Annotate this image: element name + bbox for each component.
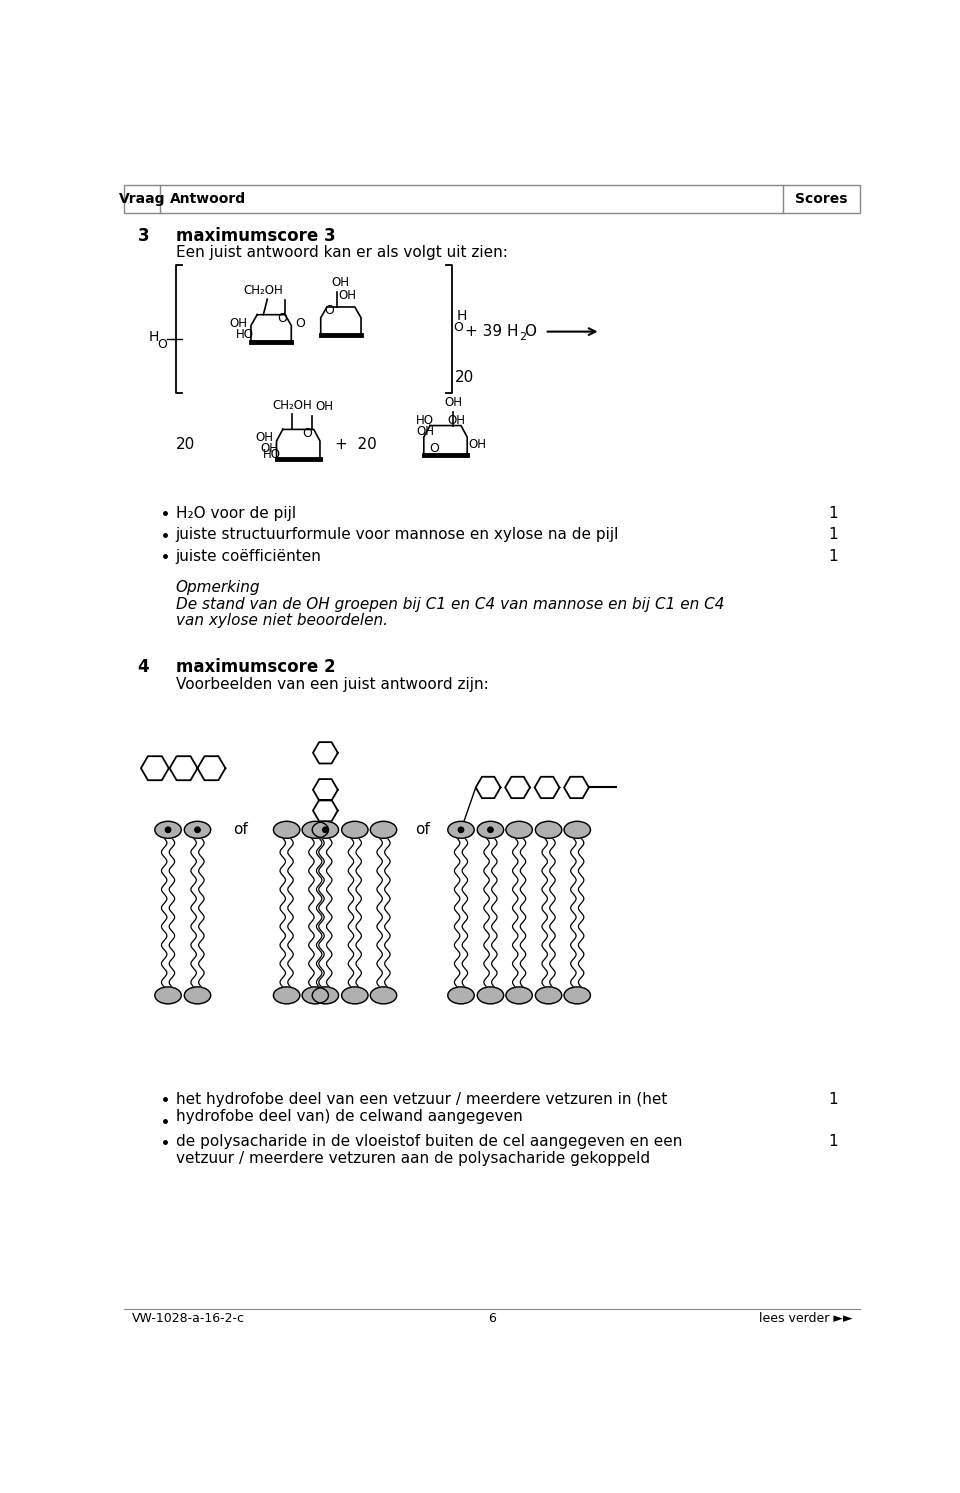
Text: O: O — [524, 324, 537, 339]
Text: OH: OH — [260, 442, 278, 455]
Polygon shape — [313, 779, 338, 800]
Text: OH: OH — [444, 396, 463, 409]
Polygon shape — [505, 776, 530, 799]
Text: + 39 H: + 39 H — [465, 324, 518, 339]
Ellipse shape — [447, 987, 474, 1003]
Text: O: O — [430, 442, 440, 455]
Text: 1: 1 — [828, 1091, 838, 1106]
Text: O: O — [324, 305, 334, 318]
Text: de polysacharide in de vloeistof buiten de cel aangegeven en een: de polysacharide in de vloeistof buiten … — [176, 1135, 683, 1150]
Text: +  20: + 20 — [335, 437, 377, 452]
Text: OH: OH — [315, 400, 333, 414]
Ellipse shape — [564, 987, 590, 1003]
Text: 20: 20 — [455, 370, 474, 385]
Polygon shape — [141, 757, 169, 781]
Text: 4: 4 — [137, 658, 149, 676]
Text: HO: HO — [263, 448, 281, 460]
Text: O: O — [453, 321, 463, 334]
Polygon shape — [476, 776, 500, 799]
Text: O: O — [296, 317, 305, 330]
Circle shape — [165, 827, 171, 833]
Text: 1: 1 — [828, 506, 838, 521]
Text: H₂O voor de pijl: H₂O voor de pijl — [176, 506, 296, 521]
Text: OH: OH — [447, 415, 465, 427]
Text: OH: OH — [255, 430, 274, 443]
Polygon shape — [313, 742, 338, 763]
Text: OH: OH — [332, 276, 349, 290]
Text: Vraag: Vraag — [118, 193, 165, 206]
Text: CH₂OH: CH₂OH — [244, 284, 283, 297]
Text: maximumscore 2: maximumscore 2 — [176, 658, 335, 676]
Text: De stand van de OH groepen bij C1 en C4 van mannose en bij C1 en C4: De stand van de OH groepen bij C1 en C4 … — [176, 597, 724, 612]
Text: het hydrofobe deel van een vetzuur / meerdere vetzuren in (het: het hydrofobe deel van een vetzuur / mee… — [176, 1091, 667, 1106]
Polygon shape — [564, 776, 588, 799]
Text: maximumscore 3: maximumscore 3 — [176, 227, 335, 245]
Text: juiste coëfficiënten: juiste coëfficiënten — [176, 549, 322, 564]
Text: van xylose niet beoordelen.: van xylose niet beoordelen. — [176, 614, 388, 629]
Text: vetzuur / meerdere vetzuren aan de polysacharide gekoppeld: vetzuur / meerdere vetzuren aan de polys… — [176, 1151, 650, 1166]
Ellipse shape — [506, 821, 532, 838]
Text: O: O — [302, 427, 313, 440]
Polygon shape — [313, 800, 338, 821]
Text: OH: OH — [338, 288, 356, 302]
Text: H: H — [457, 309, 468, 322]
Text: CH₂OH: CH₂OH — [273, 399, 312, 412]
Ellipse shape — [312, 987, 339, 1003]
Text: 2: 2 — [519, 331, 526, 342]
Ellipse shape — [302, 821, 328, 838]
Ellipse shape — [155, 821, 181, 838]
Circle shape — [323, 827, 328, 833]
Polygon shape — [198, 757, 226, 781]
Text: hydrofobe deel van) de celwand aangegeven: hydrofobe deel van) de celwand aangegeve… — [176, 1109, 522, 1124]
Text: of: of — [415, 823, 430, 838]
Circle shape — [488, 827, 493, 833]
Text: 1: 1 — [828, 527, 838, 542]
Text: Voorbeelden van een juist antwoord zijn:: Voorbeelden van een juist antwoord zijn: — [176, 676, 489, 691]
Text: 1: 1 — [828, 1135, 838, 1150]
Ellipse shape — [274, 821, 300, 838]
Text: OH: OH — [468, 439, 487, 451]
Polygon shape — [170, 757, 198, 781]
Text: Antwoord: Antwoord — [170, 193, 247, 206]
Ellipse shape — [302, 987, 328, 1003]
Ellipse shape — [371, 987, 396, 1003]
Ellipse shape — [477, 821, 504, 838]
Ellipse shape — [506, 987, 532, 1003]
Text: 20: 20 — [176, 437, 195, 452]
Text: 3: 3 — [137, 227, 149, 245]
Ellipse shape — [184, 987, 210, 1003]
Text: OH: OH — [417, 426, 435, 439]
Ellipse shape — [536, 987, 562, 1003]
Text: juiste structuurformule voor mannose en xylose na de pijl: juiste structuurformule voor mannose en … — [176, 527, 619, 542]
Ellipse shape — [371, 821, 396, 838]
Ellipse shape — [342, 987, 368, 1003]
Ellipse shape — [536, 821, 562, 838]
Text: of: of — [232, 823, 248, 838]
Text: HO: HO — [236, 328, 254, 342]
Ellipse shape — [274, 987, 300, 1003]
Text: lees verder ►►: lees verder ►► — [758, 1312, 852, 1326]
Circle shape — [458, 827, 464, 833]
Ellipse shape — [342, 821, 368, 838]
Ellipse shape — [312, 821, 339, 838]
Text: HO: HO — [416, 415, 434, 427]
Ellipse shape — [564, 821, 590, 838]
Text: 6: 6 — [488, 1312, 496, 1326]
Text: VW-1028-a-16-2-c: VW-1028-a-16-2-c — [132, 1312, 245, 1326]
Text: Scores: Scores — [795, 193, 848, 206]
Ellipse shape — [155, 987, 181, 1003]
Text: H: H — [149, 330, 158, 343]
Polygon shape — [535, 776, 560, 799]
Text: OH: OH — [229, 317, 248, 330]
Text: Opmerking: Opmerking — [176, 579, 260, 594]
Ellipse shape — [477, 987, 504, 1003]
Circle shape — [195, 827, 201, 833]
Text: O: O — [156, 339, 167, 351]
Ellipse shape — [447, 821, 474, 838]
Bar — [124, 185, 860, 213]
Ellipse shape — [184, 821, 210, 838]
Text: Een juist antwoord kan er als volgt uit zien:: Een juist antwoord kan er als volgt uit … — [176, 245, 508, 260]
Text: 1: 1 — [828, 549, 838, 564]
Text: O: O — [277, 312, 287, 325]
